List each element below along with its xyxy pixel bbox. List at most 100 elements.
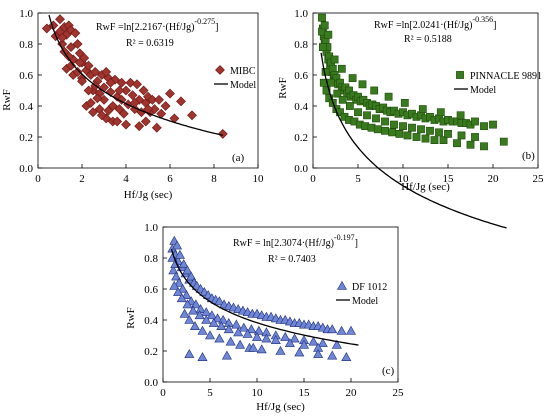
data-point [83,85,94,96]
plot-frame [162,226,399,383]
data-point [186,271,197,281]
r-squared: R² = 0.6319 [126,38,174,49]
data-point [426,126,434,135]
x-tick-label: 0 [160,387,166,399]
data-point [466,140,475,149]
data-point [231,319,242,329]
data-point [471,117,479,126]
data-point [171,271,182,281]
data-point [238,322,249,332]
data-point [341,352,352,362]
data-point [480,142,488,151]
data-point [399,122,407,131]
y-tick-label: 1.0 [294,8,308,20]
x-axis-label: Hf/Jg (sec) [401,181,450,193]
y-tick-label: 0.6 [19,70,33,82]
data-point [147,94,158,105]
x-tick-label: 2 [79,173,85,185]
data-point [388,128,397,137]
data-point [395,130,404,138]
x-tick-label: 15 [299,387,311,399]
data-point [289,333,300,343]
x-tick-label: 6 [167,173,173,185]
data-point [83,60,94,71]
data-point [435,128,443,137]
panel-b: 0 5 10 15 20 25 0.0 0.2 0.4 0.6 0.8 1.0 RwF Hf/Jg (se… [277,8,544,229]
legend-label: MIBC [230,66,256,77]
legend-label: DF 1012 [352,282,387,293]
data-point [177,283,188,293]
data-point [90,66,101,77]
plot-frame [312,12,539,169]
data-point [456,111,465,120]
model-curve [320,52,507,229]
legend-marker [336,280,348,290]
x-tick-label: 0 [310,173,316,185]
data-point [184,314,195,324]
data-point [182,265,193,275]
data-point [298,339,310,349]
data-point [248,342,259,352]
data-point [284,338,295,348]
data-point [66,42,76,53]
data-point [381,126,389,135]
data-point [384,92,393,101]
data-point [149,104,160,115]
data-point [338,95,347,104]
data-point [354,108,362,117]
data-point [370,86,379,95]
data-point [96,110,107,121]
data-point [134,121,145,132]
data-point [88,107,98,118]
data-point [363,111,371,120]
data-point [336,325,347,335]
data-point [480,122,488,131]
x-tick-label: 10 [252,387,264,399]
model-equation: RwF =ln[2.2167·(Hf/Jg)-0.275] [96,17,218,33]
legend-label: PINNACLE 9891 [470,71,542,82]
data-point [324,30,333,39]
legend-label: Model [352,296,378,307]
y-tick-label: 1.0 [144,222,158,234]
x-tick-label: 20 [346,387,358,399]
data-point [181,290,192,300]
data-point [121,119,131,130]
y-tick-label: 0.8 [294,39,308,51]
data-point [327,78,335,87]
y-tick-label: 0.0 [294,163,308,175]
x-tick-label: 8 [211,173,217,185]
data-point [253,325,264,335]
model-equation: RwF = ln[2.3074·(Hf/Jg)-0.197] [233,233,358,249]
data-point [233,327,244,337]
data-point [132,79,142,90]
data-point [179,308,190,318]
y-tick-label: 0.8 [19,39,33,51]
y-tick-label: 0.4 [144,315,158,327]
legend-label: Model [230,80,256,91]
data-point [331,339,342,349]
y-tick-label: 1.0 [19,8,33,20]
data-point [140,116,151,127]
data-point [197,325,208,335]
data-point [116,77,127,88]
data-point [114,85,125,96]
data-point [294,347,305,357]
data-point [256,344,267,354]
y-tick-label: 0.0 [19,163,33,175]
data-point [372,114,380,123]
data-point [105,77,116,88]
data-point [41,23,52,34]
r-squared: R² = 0.5188 [404,34,452,45]
x-axis-label: Hf/Jg (sec) [256,401,305,413]
panel-a: 0 2 4 6 8 10 0.0 0.2 0.4 0.6 0.8 1.0 RwF Hf/Jg (sec) R… [1,8,264,201]
x-tick-label: 15 [443,173,455,185]
data-point [169,280,180,290]
data-point [421,134,430,143]
legend-marker [456,71,464,79]
data-point [381,117,389,126]
x-tick-label: 5 [207,387,213,399]
r-squared: R² = 0.7403 [268,254,316,265]
data-point [333,89,342,98]
model-equation: RwF =ln[2.0241·(Hf/Jg)-0.356] [374,15,496,31]
y-tick-label: 0.8 [144,253,158,265]
